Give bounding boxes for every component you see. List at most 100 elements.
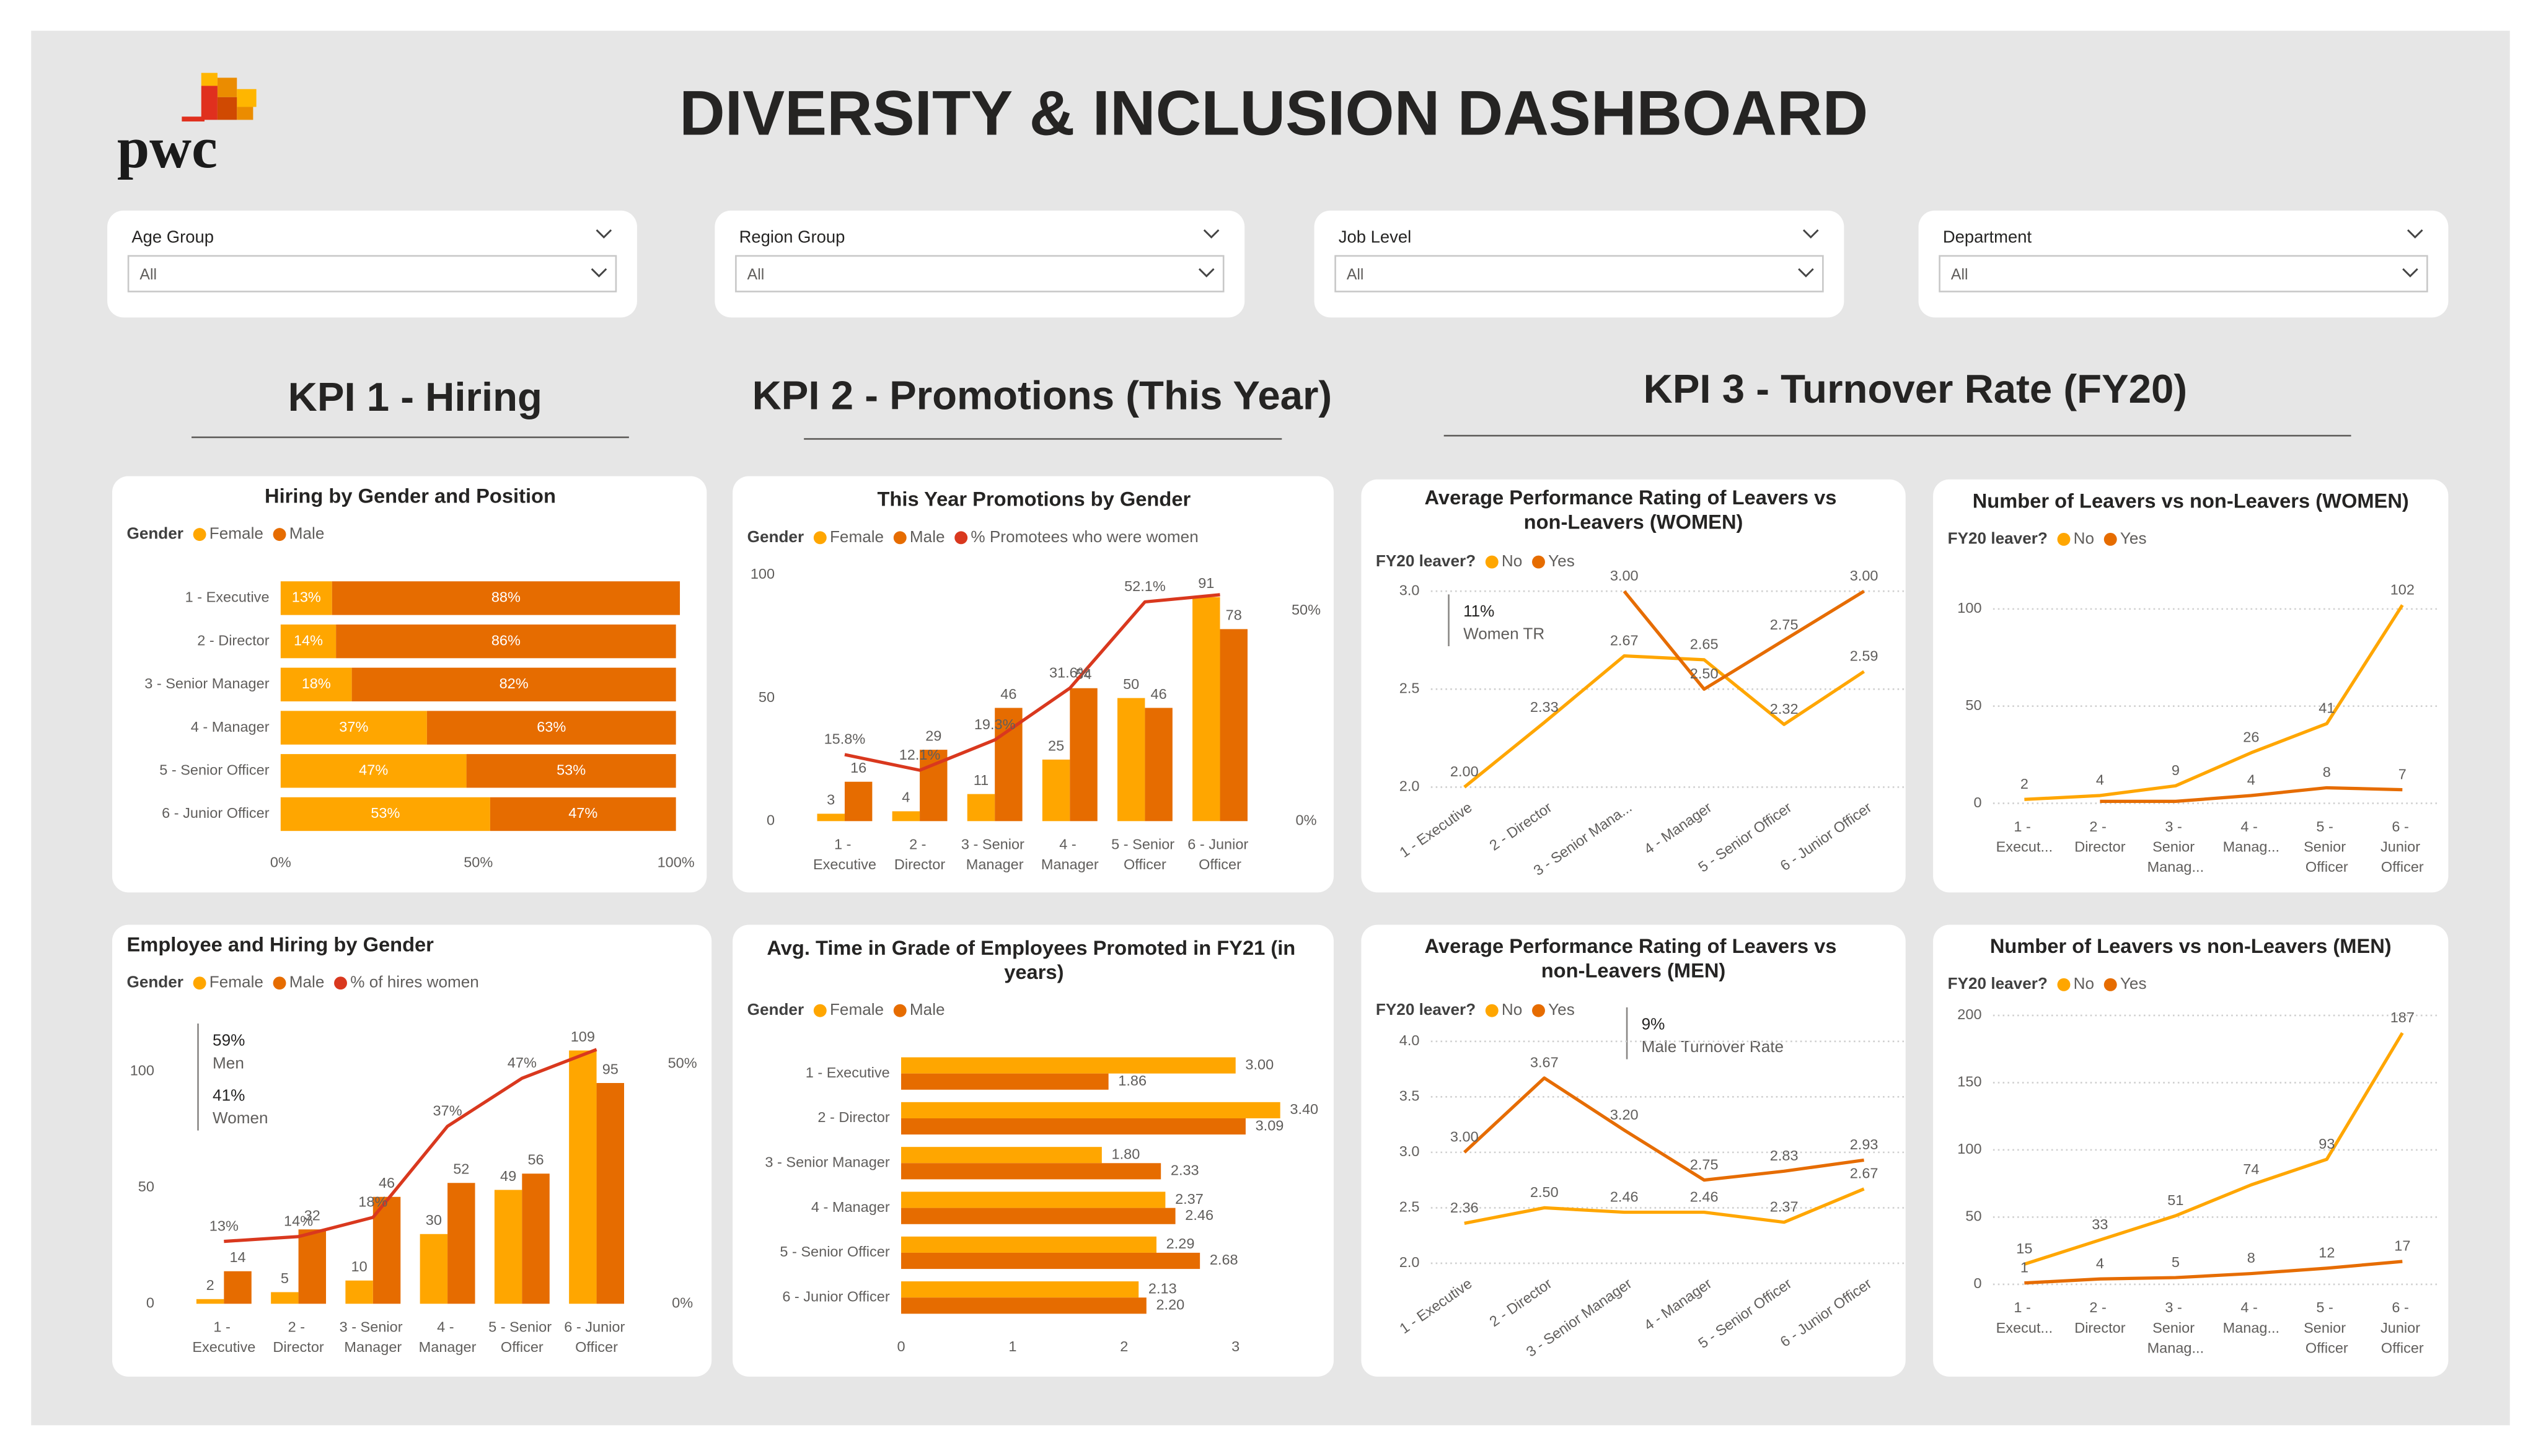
data-label: 30 [426, 1212, 442, 1228]
x-tick-label: 2 - Director [894, 836, 945, 873]
legend-swatch [893, 531, 907, 545]
logo-tile [217, 97, 237, 120]
legend-title: FY20 leaver? [1376, 551, 1476, 570]
data-label: 50 [1123, 676, 1139, 692]
legend-swatch [813, 531, 827, 545]
chart-card [112, 924, 712, 1377]
x-tick-label: 1 - Executive [813, 836, 876, 873]
line [1623, 590, 1865, 691]
data-label: 3.09 [1256, 1117, 1284, 1133]
legend-label: No [1502, 1000, 1522, 1019]
bar [892, 811, 920, 822]
bar [901, 1191, 1166, 1208]
y-tick-label: 6 - Junior Officer [782, 1288, 890, 1304]
data-label: 2.67 [1610, 632, 1639, 648]
data-label: 82% [500, 675, 529, 691]
filter-label: Region Group [739, 227, 845, 247]
data-label: 2.13 [1148, 1280, 1177, 1296]
text-line: 6 - Junior [564, 1319, 629, 1335]
chart-title: Avg. Time in Grade of Employees Promoted… [767, 936, 1301, 983]
data-label: 33 [2092, 1216, 2108, 1232]
dropdown[interactable] [1939, 255, 2428, 292]
bar [420, 1234, 448, 1304]
data-label: 15.8% [824, 731, 866, 747]
line [2024, 1260, 2403, 1285]
data-label: 109 [571, 1028, 595, 1045]
bar [901, 1236, 1156, 1253]
legend-swatch [2103, 978, 2117, 991]
bar [490, 797, 676, 831]
bar [1070, 688, 1098, 822]
data-label: 49 [500, 1168, 516, 1184]
legend-label: % Promotees who were women [971, 527, 1198, 546]
legend-title: FY20 leaver? [1376, 1000, 1476, 1019]
dropdown[interactable] [1334, 255, 1824, 292]
y-tick-label: 50 [1965, 1208, 1981, 1224]
legend-swatch [193, 976, 206, 990]
data-label: 3.00 [1450, 1129, 1479, 1145]
logo-tile [217, 77, 237, 97]
text-line: Avg. Time in Grade of Employees Promoted… [767, 936, 1301, 958]
data-label: 51 [2167, 1192, 2183, 1208]
y-tick-label: 100 [130, 1062, 154, 1078]
legend-label: Female [830, 527, 884, 546]
data-label: 2 [2020, 776, 2028, 792]
data-label: 18% [302, 675, 331, 691]
text-line: 5 - Senior [488, 1319, 555, 1335]
line [2024, 1032, 2404, 1266]
data-label: 93 [2319, 1136, 2335, 1152]
data-label: 2.37 [1175, 1191, 1204, 1207]
data-label: 46 [379, 1175, 395, 1191]
data-label: 4 [902, 789, 910, 805]
legend-title: FY20 leaver? [1948, 528, 2048, 547]
annotation-label: Men [213, 1053, 244, 1072]
text-line: 6 - [2392, 818, 2413, 835]
chevron [591, 268, 607, 278]
x-tick-label: 4 - Manag... [2223, 818, 2280, 855]
x-tick-label: 1 - Execut... [1996, 818, 2053, 855]
bar [280, 624, 337, 659]
data-label: 3 [827, 792, 835, 808]
y-tick-label: 0 [767, 812, 775, 828]
data-label: 37% [339, 719, 368, 735]
data-label: 17 [2394, 1238, 2410, 1254]
y2-tick-label: 0% [1296, 812, 1317, 828]
text-line: 5 - [2316, 818, 2337, 835]
text-line: Officer [501, 1339, 544, 1355]
data-label: 8 [2247, 1250, 2255, 1266]
dropdown[interactable] [735, 255, 1225, 292]
legend-label: Yes [1548, 551, 1575, 570]
y-tick-label: 150 [1957, 1074, 1981, 1090]
text-line: Manag... [2223, 1320, 2280, 1336]
filter-value: All [747, 266, 765, 283]
line [1464, 1187, 1865, 1226]
line [844, 593, 1220, 772]
chevron [596, 229, 612, 239]
text-line: Director [273, 1339, 324, 1355]
data-label: 47% [568, 805, 597, 821]
y-tick-label: 3 - Senior Manager [144, 675, 269, 691]
y-tick-label: 0 [1973, 794, 1981, 810]
filter-label: Age Group [131, 227, 214, 247]
text-line: Manager [419, 1339, 477, 1355]
data-label: 46 [1000, 686, 1016, 702]
y-tick-label: 100 [1957, 1141, 1981, 1157]
data-label: 31.6% [1049, 664, 1091, 680]
data-label: 56 [527, 1152, 544, 1168]
text-line: Senior [2152, 1320, 2199, 1336]
chevron [2407, 229, 2423, 239]
text-line: 1 - [213, 1319, 234, 1335]
text-line: 4 - [437, 1319, 458, 1335]
data-label: 2.68 [1210, 1252, 1238, 1268]
dropdown[interactable] [127, 255, 617, 292]
y-tick-label: 5 - Senior Officer [159, 761, 269, 778]
x-tick-label: 4 - Manager [1041, 836, 1099, 873]
y-tick-label: 100 [751, 566, 775, 582]
annotation-value: 41% [213, 1086, 245, 1105]
filter-value: All [139, 266, 157, 283]
x-tick-label: 2 - Director [273, 1319, 324, 1356]
legend-label: Female [209, 524, 263, 543]
text-line: Manag... [2147, 859, 2204, 875]
data-label: 12.1% [899, 747, 941, 763]
bar [298, 1229, 327, 1304]
